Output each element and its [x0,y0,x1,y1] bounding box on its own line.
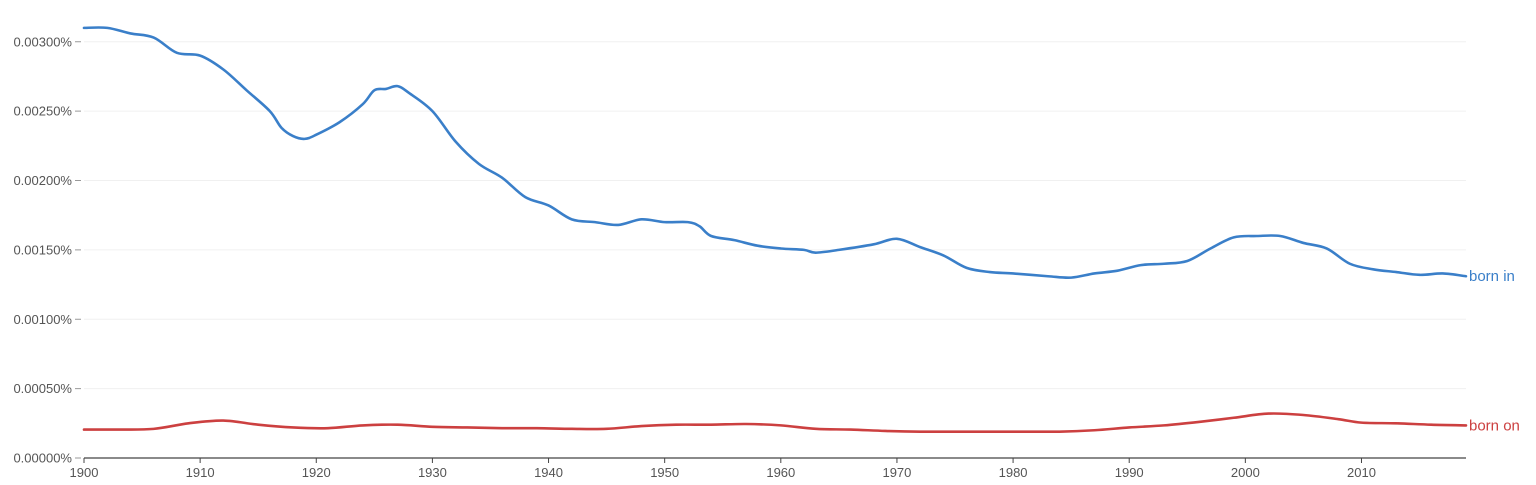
series-label-born-on: born on [1469,417,1520,434]
series-labels: born in born on [1469,268,1520,434]
grid [84,41,1466,390]
x-tick-label: 1980 [999,465,1028,480]
x-tick-label: 1930 [418,465,447,480]
y-tick-label: 0.00300% [13,34,72,49]
series-line-born-on[interactable] [82,412,1468,434]
y-tick-label: 0.00050% [13,381,72,396]
x-tick-label: 1920 [302,465,331,480]
x-tick-label: 1970 [882,465,911,480]
x-tick-label: 2010 [1347,465,1376,480]
x-tick-label: 1990 [1115,465,1144,480]
y-tick-label: 0.00150% [13,242,72,257]
series-label-born-in: born in [1469,268,1515,285]
x-tick-label: 1960 [766,465,795,480]
x-tick-label: 1950 [650,465,679,480]
x-tick-label: 1940 [534,465,563,480]
y-tick-label: 0.00000% [13,451,72,466]
x-tick-label: 2000 [1231,465,1260,480]
y-tick-label: 0.00100% [13,312,72,327]
y-tick-label: 0.00250% [13,104,72,119]
y-tick-label: 0.00200% [13,173,72,188]
axes: 0.00000% 0.00050% 0.00100% 0.00150% 0.00200%… [13,34,1466,480]
x-tick-label: 1900 [70,465,99,480]
series-line-born-in[interactable] [82,26,1468,280]
series [82,26,1468,434]
x-tick-label: 1910 [186,465,215,480]
